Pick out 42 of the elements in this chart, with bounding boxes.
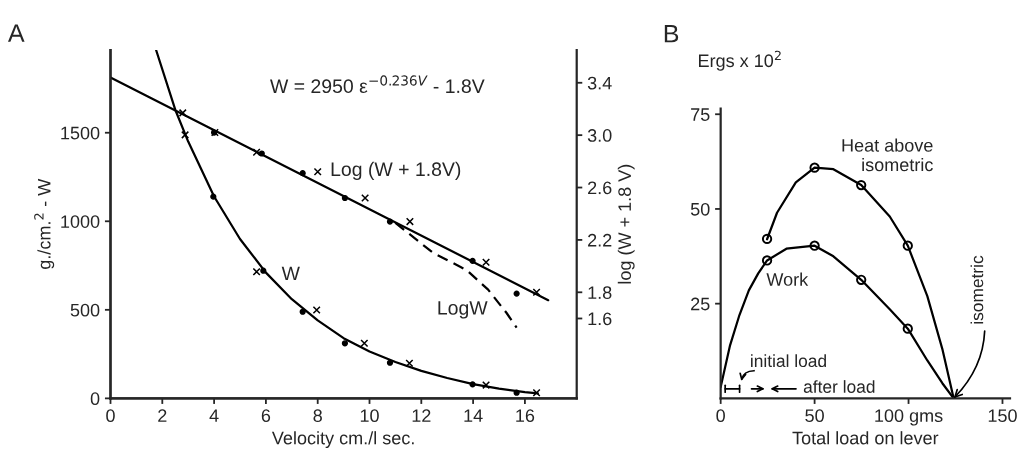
x-tick-label: 0: [106, 409, 115, 423]
annotation: initial load: [751, 354, 826, 368]
annotation: Work: [766, 272, 809, 286]
y2-tick-label: 1.6: [588, 312, 612, 326]
y-tick-label: 50: [690, 202, 710, 216]
x-tick-label: 150: [988, 409, 1017, 423]
x-tick-label: 16: [516, 409, 535, 423]
x-tick-label: 2: [158, 409, 167, 422]
y2-tick-label: 2.2: [588, 233, 612, 247]
annotation: Heat above isometric: [842, 138, 933, 172]
y-tick-label: 0: [90, 392, 100, 406]
x-tick-label: 12: [412, 409, 431, 422]
x-axis-title: Velocity cm./l sec.: [271, 431, 414, 448]
x-axis-title: Total load on lever: [792, 431, 939, 445]
y-tick-label: 1000: [61, 215, 100, 228]
annotation: isometric: [970, 255, 984, 324]
chart-title: B: [664, 25, 679, 43]
x-tick-label: 50: [805, 409, 824, 423]
y-axis-title: Ergs x 10$^{2}$: [699, 50, 781, 71]
annotation: after load: [803, 380, 875, 393]
x-tick-label: 6: [261, 409, 271, 423]
chart-title: A: [7, 24, 25, 42]
annotation: W = 2950 ε$^{−0.236V}$ - 1.8V: [270, 75, 485, 94]
y2-tick-label: 3.4: [587, 76, 612, 90]
x-tick-label: 10: [360, 409, 379, 423]
annotation: Log (W + 1.8V): [331, 161, 461, 180]
annotation: LogW: [438, 301, 488, 319]
x-tick-label: 100 gms: [875, 409, 943, 426]
y2-tick-label: 3.0: [587, 129, 612, 142]
y2-axis-title: log (W + 1.8 V): [617, 164, 635, 284]
y-tick-label: 75: [691, 108, 710, 121]
y2-tick-label: 1.8: [588, 286, 612, 300]
y-tick-label: 25: [691, 297, 710, 311]
y2-tick-label: 2.6: [588, 181, 612, 195]
x-tick-label: 4: [209, 409, 219, 422]
annotation: W: [281, 266, 300, 281]
x-tick-label: 8: [313, 409, 322, 423]
x-tick-label: 0: [716, 409, 725, 423]
x-tick-label: 14: [464, 409, 483, 422]
y-tick-label: 1500: [61, 126, 100, 140]
y-axis-title: g./cm.$^{2}$ - W: [34, 178, 55, 269]
y-tick-label: 500: [70, 303, 100, 317]
